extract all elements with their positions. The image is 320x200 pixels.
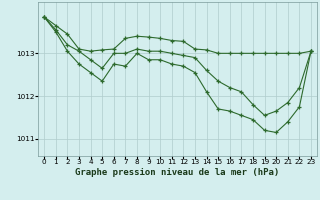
X-axis label: Graphe pression niveau de la mer (hPa): Graphe pression niveau de la mer (hPa) (76, 168, 280, 177)
